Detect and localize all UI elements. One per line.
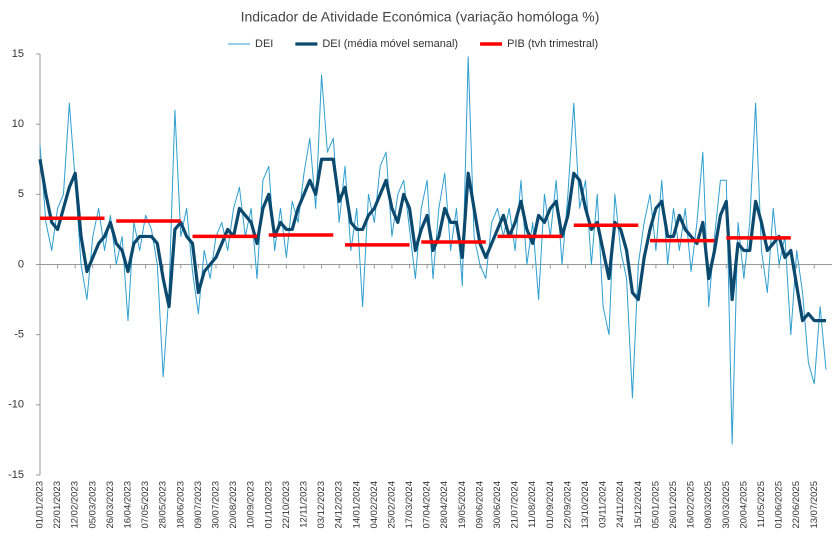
x-tick-label: 19/05/2024 <box>457 481 468 529</box>
x-tick-label: 11/08/2024 <box>527 481 538 528</box>
x-tick-label: 14/01/2024 <box>351 481 362 529</box>
x-tick-label: 07/04/2024 <box>422 481 433 529</box>
x-tick-label: 11/05/2025 <box>756 481 767 528</box>
x-tick-label: 20/08/2023 <box>228 481 239 529</box>
y-tick-label: -15 <box>8 469 24 481</box>
series-line <box>40 216 791 247</box>
x-tick-label: 13/07/2025 <box>809 481 820 529</box>
x-tick-label: 26/01/2025 <box>668 481 679 529</box>
x-tick-label: 10/09/2023 <box>246 481 257 529</box>
x-tick-label: 28/04/2024 <box>439 481 450 529</box>
x-tick-label: 01/06/2025 <box>774 481 785 529</box>
x-tick-label: 12/11/2023 <box>298 481 309 528</box>
y-tick-label: 0 <box>18 258 24 270</box>
x-tick-label: 22/01/2023 <box>52 481 63 529</box>
x-tick-label: 28/05/2023 <box>158 481 169 529</box>
x-tick-label: 25/02/2024 <box>386 481 397 529</box>
x-tick-label: 12/02/2023 <box>70 481 81 529</box>
x-tick-label: 20/04/2025 <box>738 481 749 529</box>
x-tick-label: 24/11/2024 <box>615 481 626 528</box>
x-tick-label: 05/01/2025 <box>650 481 661 529</box>
x-tick-label: 16/02/2025 <box>686 481 697 529</box>
x-tick-label: 09/07/2023 <box>193 481 204 529</box>
x-tick-label: 17/03/2024 <box>404 481 415 529</box>
x-tick-label: 26/03/2023 <box>105 481 116 529</box>
x-tick-label: 30/07/2023 <box>210 481 221 529</box>
x-tick-label: 22/06/2025 <box>791 481 802 529</box>
x-tick-label: 13/10/2024 <box>580 481 591 529</box>
x-tick-label: 01/01/2023 <box>35 481 46 529</box>
chart-title: Indicador de Atividade Económica (variaç… <box>241 9 600 25</box>
x-tick-label: 01/09/2024 <box>545 481 556 529</box>
x-tick-label: 04/02/2024 <box>369 481 380 529</box>
x-tick-label: 03/12/2023 <box>316 481 327 529</box>
x-tick-label: 30/03/2025 <box>721 481 732 529</box>
x-tick-label: 16/04/2023 <box>123 481 134 529</box>
y-tick-label: 10 <box>12 118 24 130</box>
x-tick-label: 05/03/2023 <box>87 481 98 529</box>
y-tick-label: -10 <box>8 399 24 411</box>
x-tick-label: 09/06/2024 <box>474 481 485 529</box>
x-tick-label: 15/12/2024 <box>633 481 644 529</box>
x-tick-label: 21/07/2024 <box>510 481 521 529</box>
x-tick-label: 07/05/2023 <box>140 481 151 529</box>
legend-label: DEI <box>255 38 273 50</box>
y-tick-label: -5 <box>14 329 24 341</box>
x-tick-label: 18/06/2023 <box>175 481 186 529</box>
x-tick-label: 01/10/2023 <box>263 481 274 529</box>
y-tick-label: 5 <box>18 188 24 200</box>
x-tick-label: 09/03/2025 <box>703 481 714 529</box>
x-tick-label: 22/09/2024 <box>562 481 573 529</box>
x-tick-label: 22/10/2023 <box>281 481 292 529</box>
x-tick-label: 03/11/2024 <box>598 481 609 528</box>
legend-label: PIB (tvh trimestral) <box>507 38 598 50</box>
legend-label: DEI (média móvel semanal) <box>322 38 458 50</box>
x-tick-label: 30/06/2024 <box>492 481 503 529</box>
y-tick-label: 15 <box>12 48 24 60</box>
x-tick-label: 24/12/2023 <box>334 481 345 529</box>
